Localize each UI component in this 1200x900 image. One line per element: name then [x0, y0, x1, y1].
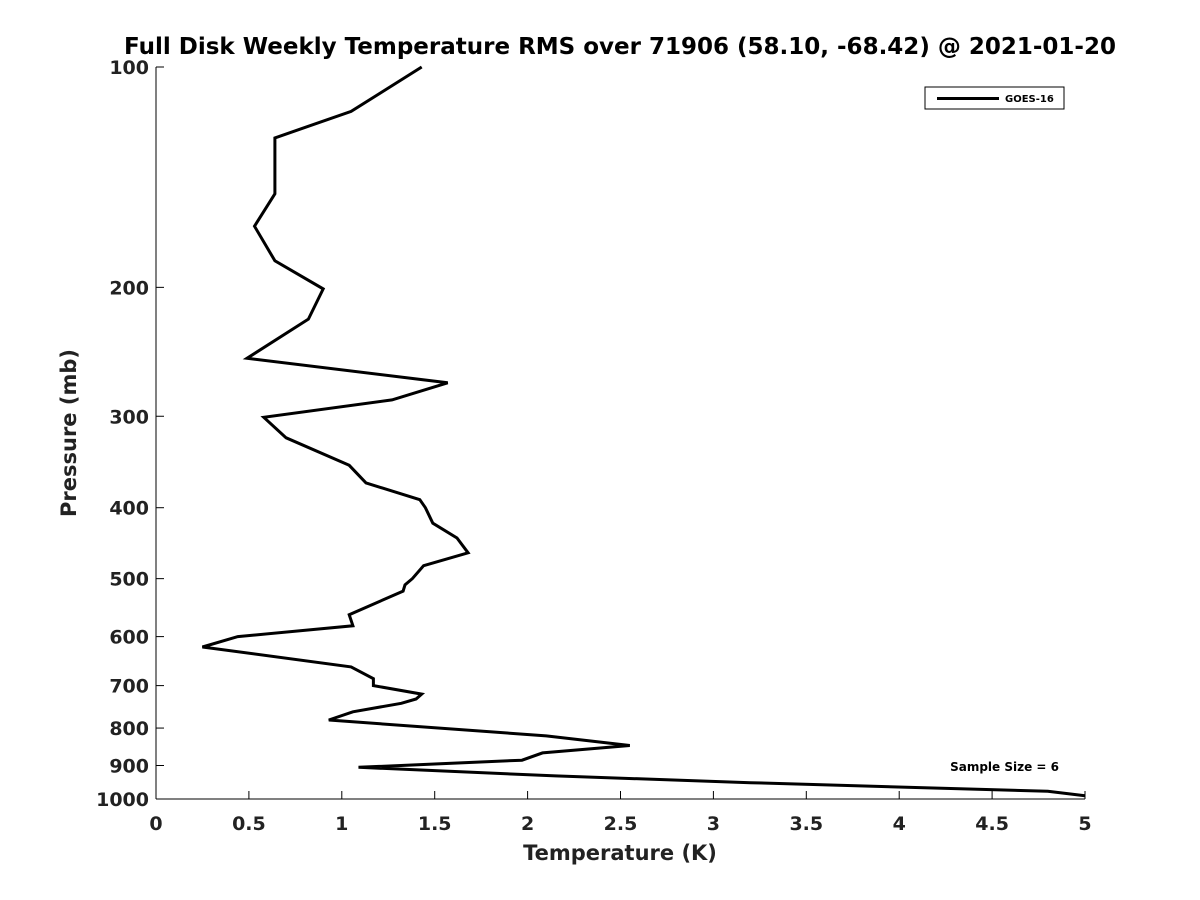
y-axis-ticks: 100 200 300 400 500 600 700 800 900 1000: [96, 57, 164, 811]
x-tick-label: 3: [707, 813, 720, 835]
series-layer: [201, 65, 1086, 798]
y-axis-label: Pressure (mb): [57, 349, 81, 517]
y-tick-label: 800: [109, 718, 149, 740]
legend-label-goes-16: GOES-16: [1005, 94, 1054, 105]
x-tick-label: 4.5: [975, 813, 1009, 835]
chart-title: Full Disk Weekly Temperature RMS over 71…: [124, 34, 1116, 60]
x-tick-label: 2: [521, 813, 534, 835]
plot-area: [155, 67, 1085, 800]
x-tick-label: 1: [335, 813, 348, 835]
x-tick-label: 5: [1078, 813, 1091, 835]
x-axis-ticks: 0 0.5 1 1.5 2 2.5 3 3.5 4 4.5 5: [149, 791, 1092, 835]
x-tick-label: 2.5: [604, 813, 638, 835]
series-line-goes-16: [201, 65, 1086, 798]
y-tick-label: 1000: [96, 789, 149, 811]
y-tick-label: 900: [109, 756, 149, 778]
y-tick-label: 600: [109, 627, 149, 649]
y-tick-label: 200: [109, 277, 149, 299]
y-tick-label: 400: [109, 498, 149, 520]
x-tick-label: 3.5: [789, 813, 823, 835]
x-tick-label: 0: [149, 813, 162, 835]
y-tick-label: 100: [109, 57, 149, 79]
legend: GOES-16: [924, 86, 1065, 110]
x-tick-label: 0.5: [232, 813, 266, 835]
sample-size-annotation: Sample Size = 6: [950, 760, 1059, 774]
x-tick-label: 4: [893, 813, 906, 835]
y-tick-label: 300: [109, 406, 149, 428]
x-tick-label: 1.5: [418, 813, 452, 835]
y-tick-label: 500: [109, 569, 149, 591]
x-axis-label: Temperature (K): [523, 841, 717, 865]
y-tick-label: 700: [109, 676, 149, 698]
